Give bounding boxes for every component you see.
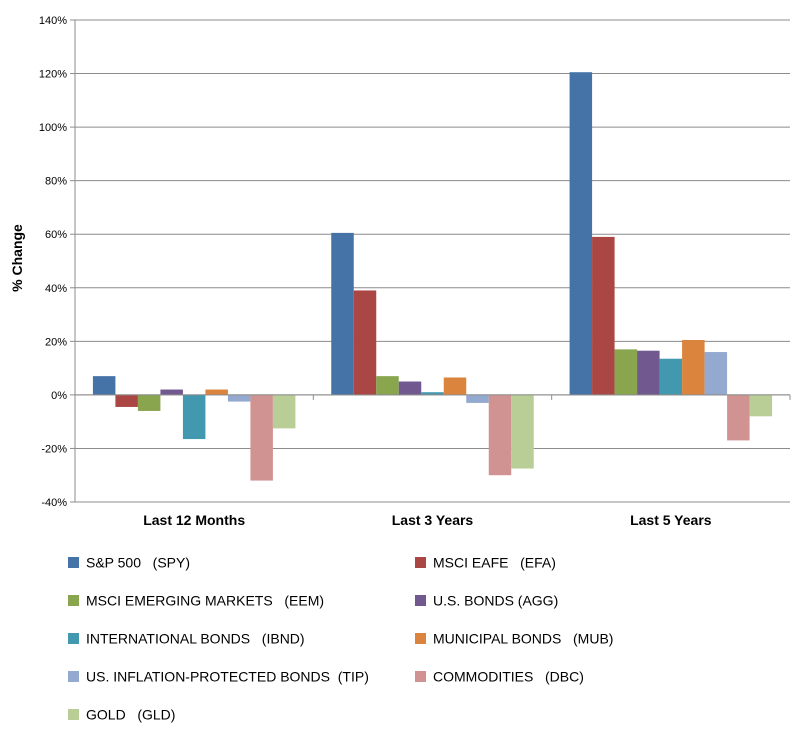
y-tick-label: 0% bbox=[51, 390, 67, 402]
legend: S&P 500 (SPY) MSCI EAFE (EFA) MSCI EMERGIN… bbox=[68, 555, 613, 723]
y-tick-label: -40% bbox=[41, 497, 67, 509]
legend-swatch bbox=[68, 633, 79, 644]
category-label: Last 5 Years bbox=[630, 512, 712, 528]
legend-label: COMMODITIES (DBC) bbox=[433, 669, 584, 685]
bar bbox=[376, 376, 399, 395]
bar bbox=[727, 394, 750, 441]
legend-swatch bbox=[415, 595, 426, 606]
legend-swatch bbox=[68, 709, 79, 720]
legend-label: U.S. BONDS (AGG) bbox=[433, 593, 558, 609]
legend-label: MSCI EAFE (EFA) bbox=[433, 555, 556, 571]
bar bbox=[92, 376, 116, 395]
legend-label: US. INFLATION-PROTECTED BONDS (TIP) bbox=[86, 669, 369, 685]
bar bbox=[182, 394, 206, 440]
legend-swatch bbox=[415, 671, 426, 682]
bar bbox=[137, 394, 161, 411]
category-label: Last 3 Years bbox=[392, 512, 474, 528]
legend-swatch bbox=[68, 557, 79, 568]
legend-label: INTERNATIONAL BONDS (IBND) bbox=[86, 631, 305, 647]
y-axis-label: % Change bbox=[9, 224, 25, 292]
legend-swatch bbox=[415, 557, 426, 568]
category-label: Last 12 Months bbox=[143, 512, 245, 528]
legend-label: S&P 500 (SPY) bbox=[86, 555, 190, 571]
bar bbox=[115, 394, 138, 407]
bar bbox=[421, 392, 444, 395]
legend-label: GOLD (GLD) bbox=[86, 707, 175, 723]
bar bbox=[637, 350, 660, 395]
bar bbox=[227, 394, 251, 402]
bar bbox=[398, 381, 422, 395]
bar bbox=[488, 394, 512, 476]
y-tick-label: 40% bbox=[45, 283, 67, 295]
legend-swatch bbox=[68, 671, 79, 682]
axes: -40% -20% 0% 20% 40% 60% 80% 100% 120% 140% Last 1… bbox=[39, 15, 791, 528]
legend-label: MUNICIPAL BONDS (MUB) bbox=[433, 631, 613, 647]
y-tick-label: 120% bbox=[39, 69, 67, 81]
legend-swatch bbox=[68, 595, 79, 606]
bar bbox=[511, 394, 534, 469]
legend-swatch bbox=[415, 633, 426, 644]
bar bbox=[682, 339, 705, 395]
bars bbox=[92, 72, 773, 481]
bar bbox=[704, 352, 728, 395]
y-tick-label: 80% bbox=[45, 176, 67, 188]
y-tick-label: 100% bbox=[39, 122, 67, 134]
gridlines bbox=[75, 19, 790, 503]
bar bbox=[749, 394, 773, 417]
bar bbox=[250, 394, 273, 481]
y-tick-label: 140% bbox=[39, 15, 67, 27]
bar bbox=[205, 389, 228, 395]
bar bbox=[569, 72, 593, 395]
bar bbox=[659, 358, 683, 395]
bar bbox=[272, 394, 296, 429]
bar bbox=[160, 389, 183, 395]
bar bbox=[443, 377, 467, 395]
bar bbox=[466, 394, 489, 403]
bar bbox=[331, 232, 354, 395]
legend-label: MSCI EMERGING MARKETS (EEM) bbox=[86, 593, 324, 609]
bar bbox=[353, 290, 377, 395]
bar bbox=[614, 349, 638, 395]
bar bbox=[592, 236, 615, 395]
y-tick-label: 20% bbox=[45, 336, 67, 348]
y-tick-label: -20% bbox=[41, 443, 67, 455]
y-tick-label: 60% bbox=[45, 229, 67, 241]
